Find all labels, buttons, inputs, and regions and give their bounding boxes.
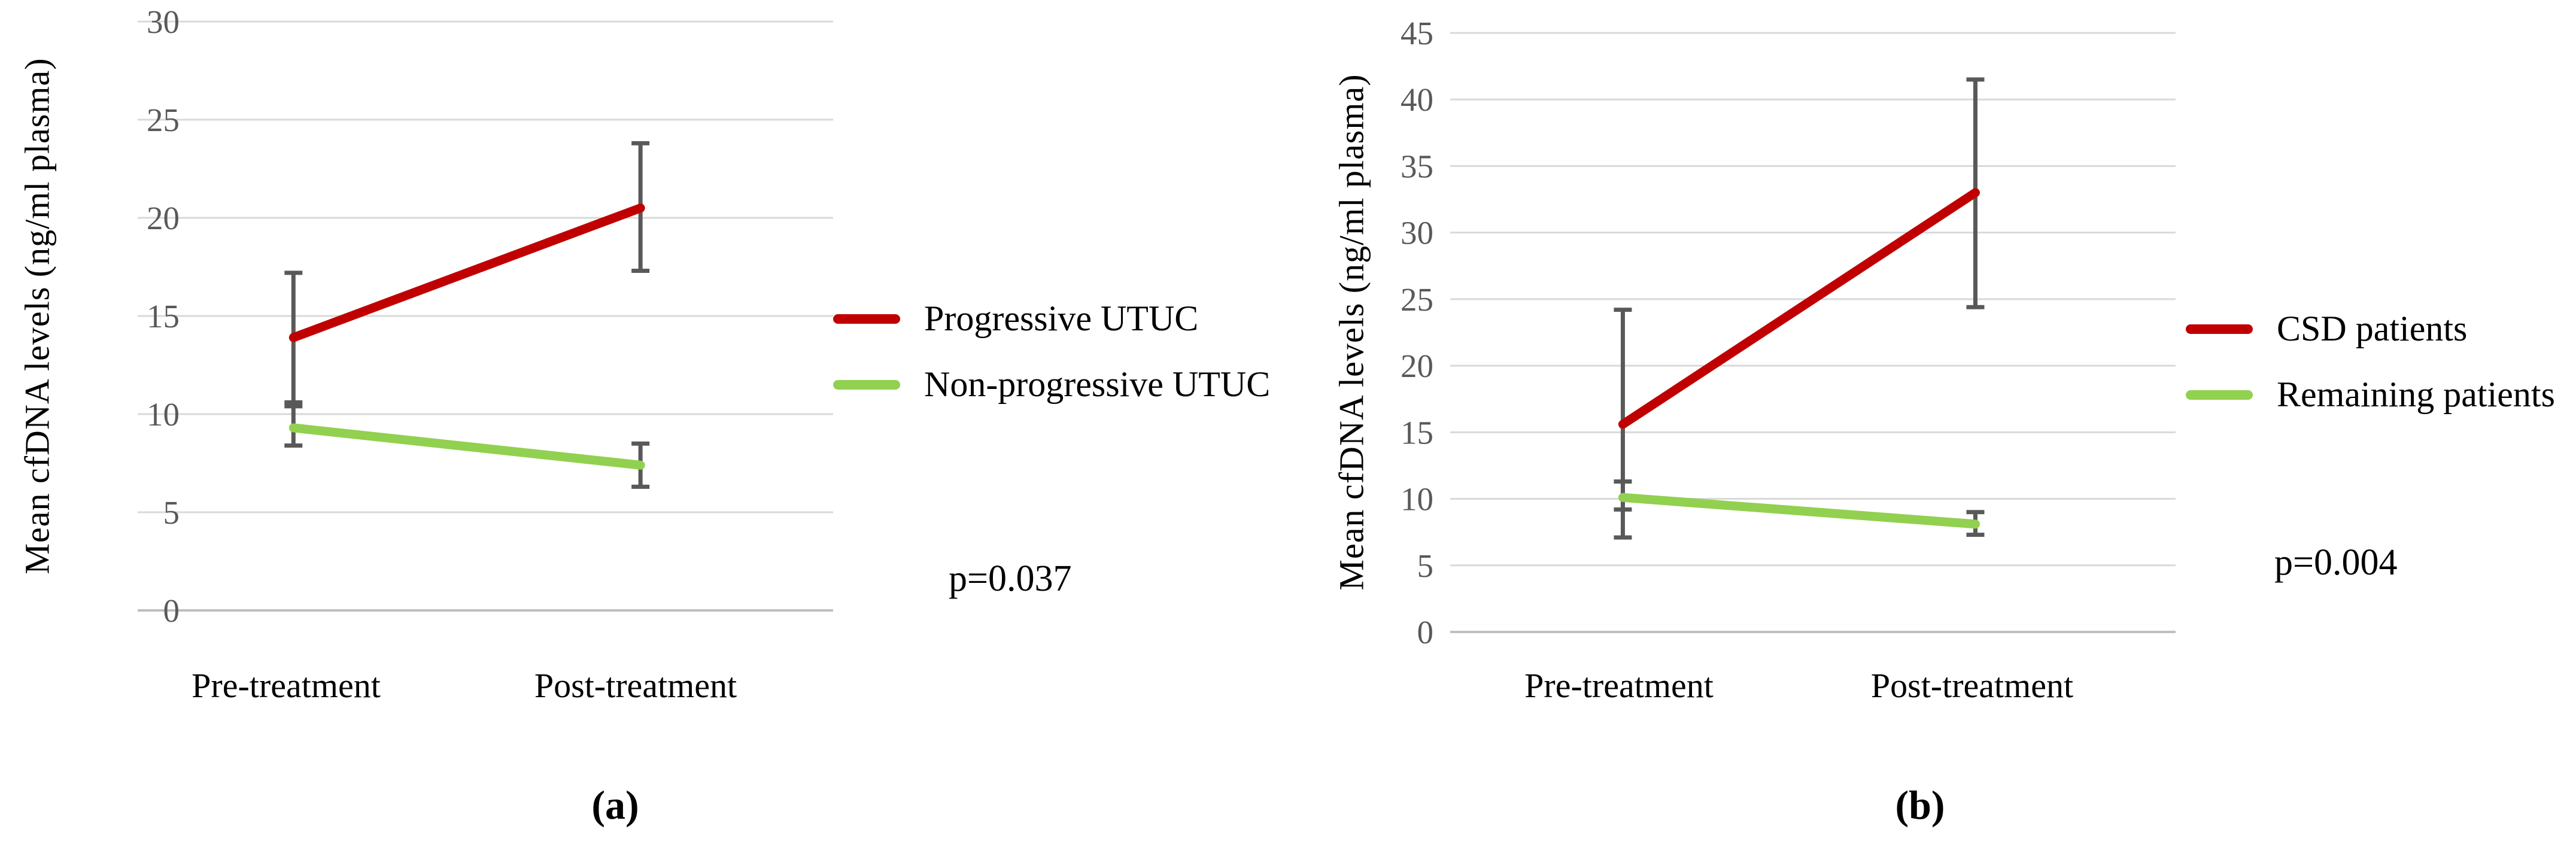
legend-swatch-red-icon <box>2186 324 2253 334</box>
panel-caption-a: (a) <box>591 782 639 828</box>
y-tick-label: 25 <box>147 102 180 138</box>
series-line-remaining-patients <box>1618 493 1980 529</box>
x-tick-label-pre-a: Pre-treatment <box>192 666 381 705</box>
legend-label: Non-progressive UTUC <box>924 364 1271 404</box>
y-axis-title-b: Mean cfDNA levels (ng/ml plasma) <box>1332 74 1371 591</box>
y-tick-label: 15 <box>1401 414 1433 451</box>
x-tick-label-post-a: Post-treatment <box>534 666 737 705</box>
y-tick-label: 30 <box>147 4 180 40</box>
p-value-annotation-b: p=0.004 <box>2274 542 2398 583</box>
panel-caption-b: (b) <box>1895 782 1945 828</box>
y-tick-label: 20 <box>147 200 180 236</box>
series-line-csd-patients <box>1618 188 1980 429</box>
y-tick-label: 5 <box>163 494 180 531</box>
series-line-progressive-utuc <box>288 203 645 342</box>
y-tick-label: 10 <box>1401 481 1433 518</box>
legend-label: Remaining patients <box>2277 375 2555 414</box>
x-tick-label-pre-b: Pre-treatment <box>1524 666 1714 705</box>
y-tick-label: 15 <box>147 298 180 335</box>
legend-item-progressive-utuc: Progressive UTUC <box>833 298 1198 339</box>
y-tick-label: 35 <box>1401 148 1433 184</box>
legend-item-remaining-patients: Remaining patients <box>2186 374 2555 415</box>
legend-label: Progressive UTUC <box>924 299 1199 338</box>
legend-item-non-progressive-utuc: Non-progressive UTUC <box>833 364 1270 405</box>
series-line-non-progressive-utuc <box>288 423 645 470</box>
y-tick-label: 20 <box>1401 348 1433 384</box>
p-value-annotation-a: p=0.037 <box>949 558 1072 599</box>
legend-swatch-green-icon <box>833 379 900 390</box>
y-tick-label: 25 <box>1401 281 1433 318</box>
y-tick-label: 45 <box>1401 15 1433 51</box>
legend-swatch-red-icon <box>833 314 900 324</box>
y-tick-label: 30 <box>1401 215 1433 251</box>
y-axis-title-a: Mean cfDNA levels (ng/ml plasma) <box>17 57 57 574</box>
legend-swatch-green-icon <box>2186 390 2253 400</box>
legend-label: CSD patients <box>2277 309 2468 348</box>
y-tick-label: 0 <box>1417 614 1434 651</box>
y-tick-label: 40 <box>1401 81 1433 118</box>
x-tick-label-post-b: Post-treatment <box>1870 666 2074 705</box>
y-tick-label: 5 <box>1417 548 1434 584</box>
y-tick-label: 0 <box>163 592 180 629</box>
y-tick-label: 10 <box>147 396 180 433</box>
legend-item-csd-patients: CSD patients <box>2186 308 2467 349</box>
